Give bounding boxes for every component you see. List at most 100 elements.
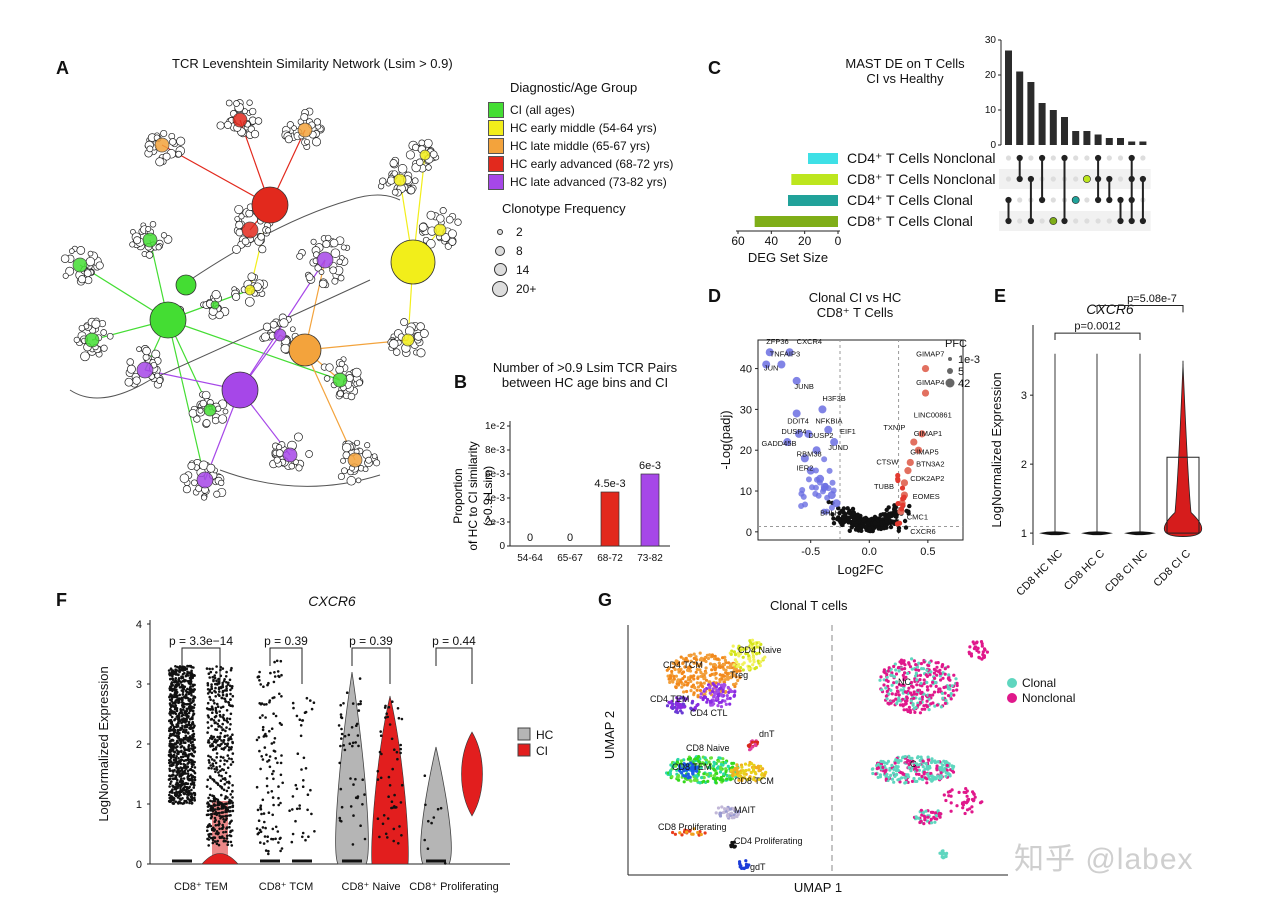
f-point <box>398 825 401 828</box>
f-point <box>212 836 216 839</box>
umap-point <box>683 774 688 778</box>
umap-point <box>913 766 917 770</box>
f-point <box>171 769 174 772</box>
umap-point <box>739 771 743 775</box>
umap-point <box>927 775 931 779</box>
clonotype-node <box>447 229 457 239</box>
gene-label-down: DDIT4 <box>787 417 809 426</box>
clonotype-node <box>362 466 369 473</box>
f-point <box>299 724 303 727</box>
umap-point <box>885 689 889 694</box>
clonotype-node <box>425 164 432 171</box>
f-point <box>210 687 214 690</box>
umap-point <box>980 800 984 804</box>
umap-point <box>698 781 702 785</box>
intersection-bar <box>1117 138 1124 145</box>
umap-point <box>739 864 743 868</box>
f-point <box>178 760 181 763</box>
umap-point <box>926 663 930 667</box>
f-point <box>181 693 185 696</box>
umap-point <box>930 759 934 763</box>
umap-point <box>726 665 730 669</box>
umap-point <box>980 644 984 648</box>
f-point <box>168 719 171 723</box>
f-xtick-label: CD8⁺ Proliferating <box>409 881 499 893</box>
f-point <box>190 765 194 768</box>
f-point <box>212 699 215 702</box>
f-point <box>187 745 190 749</box>
umap-point <box>975 648 979 653</box>
clonotype-node <box>136 346 142 352</box>
umap-point <box>711 689 715 693</box>
intersection-bar <box>1005 50 1012 145</box>
legend-swatch <box>488 120 504 136</box>
f-point <box>188 792 192 795</box>
clonotype-node <box>416 158 424 167</box>
f-point <box>169 798 172 802</box>
f-point <box>229 809 232 813</box>
matrix-dot <box>1095 196 1102 204</box>
gene-label-up: CTSW <box>876 457 899 466</box>
ns-point <box>855 512 860 517</box>
group-legend-list: CI (all ages) HC early middle (54-64 yrs)… <box>488 101 673 191</box>
cluster-center <box>297 122 313 138</box>
umap-point <box>928 673 932 677</box>
f-point <box>278 675 281 679</box>
clonotype-node <box>206 463 216 473</box>
f-point <box>222 817 225 821</box>
ns-point <box>847 510 852 516</box>
bar-data-label: 0 <box>527 532 533 544</box>
umap-point <box>693 707 697 711</box>
f-point <box>180 714 183 718</box>
clonotype-node <box>215 405 222 412</box>
cluster-label: Treg <box>730 670 748 680</box>
umap-point <box>709 703 713 707</box>
f-point <box>304 767 308 770</box>
matrix-dot-empty <box>1106 218 1112 224</box>
freq-circle <box>492 280 508 297</box>
clonotype-node <box>351 367 362 378</box>
f-point <box>270 790 274 793</box>
f-point <box>263 746 267 749</box>
e-title: CXCR6 <box>1086 301 1134 317</box>
clonotype-node <box>160 232 168 239</box>
f-point <box>178 775 181 778</box>
f-point <box>179 668 183 672</box>
clonotype-node <box>322 240 331 249</box>
umap-point <box>737 669 741 673</box>
umap-point <box>884 768 888 772</box>
clonotype-node <box>279 318 289 328</box>
e-ytick-label: 1 <box>1021 528 1027 540</box>
umap-point <box>944 774 948 778</box>
f-point <box>206 721 210 724</box>
down-point <box>799 486 806 493</box>
umap-point <box>753 742 757 746</box>
f-point <box>224 675 228 678</box>
umap-point <box>750 638 755 642</box>
f-point <box>272 769 275 773</box>
f-point <box>361 803 364 806</box>
umap-point <box>714 676 718 680</box>
f-point <box>338 816 342 820</box>
f-point <box>210 807 214 810</box>
umap-point <box>946 676 950 681</box>
clonotype-node <box>342 442 352 453</box>
umap-point <box>909 680 914 685</box>
umap-point <box>887 702 891 706</box>
clonotype-node <box>216 121 225 130</box>
f-point <box>170 780 173 783</box>
umap-point <box>759 660 763 664</box>
f-point <box>261 714 264 717</box>
f-point <box>227 748 231 752</box>
down-point <box>816 479 823 486</box>
umap-point <box>719 762 723 767</box>
umap-point <box>887 775 891 780</box>
umap-point <box>714 811 718 815</box>
f-point <box>186 670 189 674</box>
matrix-dot-empty <box>1140 155 1146 161</box>
f-point <box>181 783 184 787</box>
f-point <box>221 823 224 827</box>
umap-point <box>933 777 937 781</box>
f-point <box>280 673 283 677</box>
f-point <box>397 842 400 845</box>
